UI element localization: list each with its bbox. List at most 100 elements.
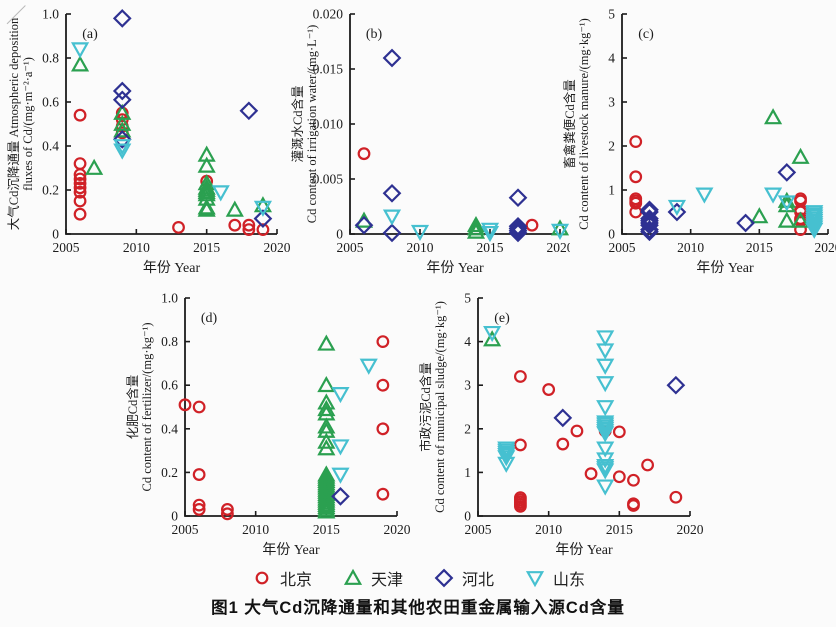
data-point	[113, 114, 132, 131]
x-axis-label: 年份 Year	[426, 260, 484, 276]
axis-lines	[349, 14, 560, 235]
data-point	[112, 81, 132, 101]
data-point	[85, 158, 104, 175]
data-point	[640, 202, 659, 222]
series-diamond	[354, 48, 528, 243]
legend-item-shandong: 山东	[524, 566, 585, 590]
data-point	[192, 468, 206, 481]
data-point	[640, 215, 659, 235]
data-point	[584, 467, 598, 481]
data-point	[357, 147, 371, 161]
legend-item-tianjin: 天津	[342, 566, 403, 590]
x-axis-label: 年份 Year	[696, 260, 754, 276]
data-point	[197, 156, 216, 173]
y-tick-label: 0	[608, 227, 615, 242]
data-point	[197, 200, 216, 217]
data-point	[629, 135, 643, 149]
x-tick-label: 2005	[53, 240, 80, 255]
data-point	[113, 139, 132, 156]
data-point	[553, 408, 573, 428]
chart-b-irrigation-water: 0 0.005 0.010 0.015 0.020 2005 2010 2015 2020 年份 …	[290, 7, 570, 277]
data-point	[73, 207, 87, 221]
data-point	[612, 470, 626, 484]
y-tick-label: 0.6	[42, 95, 59, 110]
data-point	[382, 223, 402, 243]
data-point	[466, 215, 486, 233]
legend-item-hebei: 河北	[433, 566, 494, 590]
data-point	[376, 378, 390, 392]
series-diamond	[112, 9, 273, 228]
data-point	[542, 383, 556, 396]
data-point	[192, 498, 206, 512]
data-point	[513, 438, 527, 452]
panel-label: (d)	[201, 311, 218, 326]
data-point	[596, 479, 615, 496]
y-tick-label: 2	[608, 139, 615, 154]
data-point	[376, 487, 390, 501]
y-tick-label: 5	[464, 291, 471, 306]
data-point	[777, 191, 796, 208]
data-point	[354, 211, 374, 228]
x-tick-label: 2010	[123, 240, 150, 255]
y-axis-label-line1: 大气Cd沉降通量 Atmospheric deposition	[6, 17, 21, 230]
y-tick-label: 0.8	[161, 334, 178, 349]
data-point	[525, 218, 539, 232]
data-point	[73, 157, 87, 171]
data-point	[317, 439, 336, 456]
series-triangle	[750, 108, 810, 228]
y-tick-label: 2	[464, 421, 471, 436]
data-point	[508, 221, 528, 241]
data-point	[640, 209, 659, 228]
y-tick-label: 1.0	[42, 7, 59, 22]
series-triangle-down	[331, 358, 378, 484]
data-point	[382, 48, 402, 68]
y-tick-label: 1	[464, 465, 471, 480]
data-point	[331, 487, 350, 506]
data-point	[556, 437, 570, 451]
x-tick-label: 2020	[677, 522, 704, 537]
y-tick-label: 0.010	[313, 117, 344, 132]
data-point	[791, 211, 810, 228]
data-point	[466, 222, 486, 239]
y-axis-label-line2: Cd content of fertilizer/(mg·kg⁻¹)	[140, 323, 154, 492]
panel-label: (e)	[494, 311, 510, 326]
y-tick-label: 4	[464, 334, 471, 349]
legend-item-beijing: 北京	[251, 566, 312, 590]
triangle-down-icon	[525, 571, 545, 588]
data-point	[382, 183, 402, 203]
data-point	[736, 213, 755, 233]
data-point	[192, 400, 206, 414]
data-point	[763, 187, 783, 204]
data-point	[73, 181, 87, 195]
x-tick-label: 2015	[193, 240, 220, 255]
data-point	[596, 343, 615, 360]
data-point	[317, 432, 336, 449]
y-tick-label: 0	[336, 227, 343, 242]
axis-lines	[621, 14, 828, 235]
data-point	[483, 330, 502, 347]
x-tick-label: 2015	[477, 240, 504, 255]
data-point	[73, 185, 87, 199]
data-point	[667, 199, 687, 216]
x-tick-label: 2015	[746, 240, 773, 255]
x-axis-label: 年份 Year	[143, 260, 201, 276]
legend: 北京 天津 河北 山东	[0, 566, 836, 590]
data-point	[669, 490, 683, 504]
data-point	[640, 213, 659, 233]
chart-d-fertilizer: 0 0.2 0.4 0.6 0.8 1.0 2005 2010 2015 2020 年份 Year 化…	[125, 291, 410, 559]
diamond-icon	[434, 568, 454, 588]
data-point	[225, 200, 244, 217]
series-triangle	[317, 334, 336, 519]
x-tick-label: 2010	[535, 522, 562, 537]
y-tick-label: 0	[171, 509, 178, 524]
data-point	[253, 209, 273, 228]
series-circle	[178, 335, 390, 521]
y-tick-label: 3	[464, 378, 471, 393]
data-point	[242, 223, 256, 237]
y-tick-label: 0.2	[161, 465, 178, 480]
x-axis-label: 年份 Year	[262, 542, 320, 558]
y-tick-label: 0.2	[42, 183, 59, 198]
data-point	[794, 223, 807, 237]
data-point	[596, 400, 615, 417]
